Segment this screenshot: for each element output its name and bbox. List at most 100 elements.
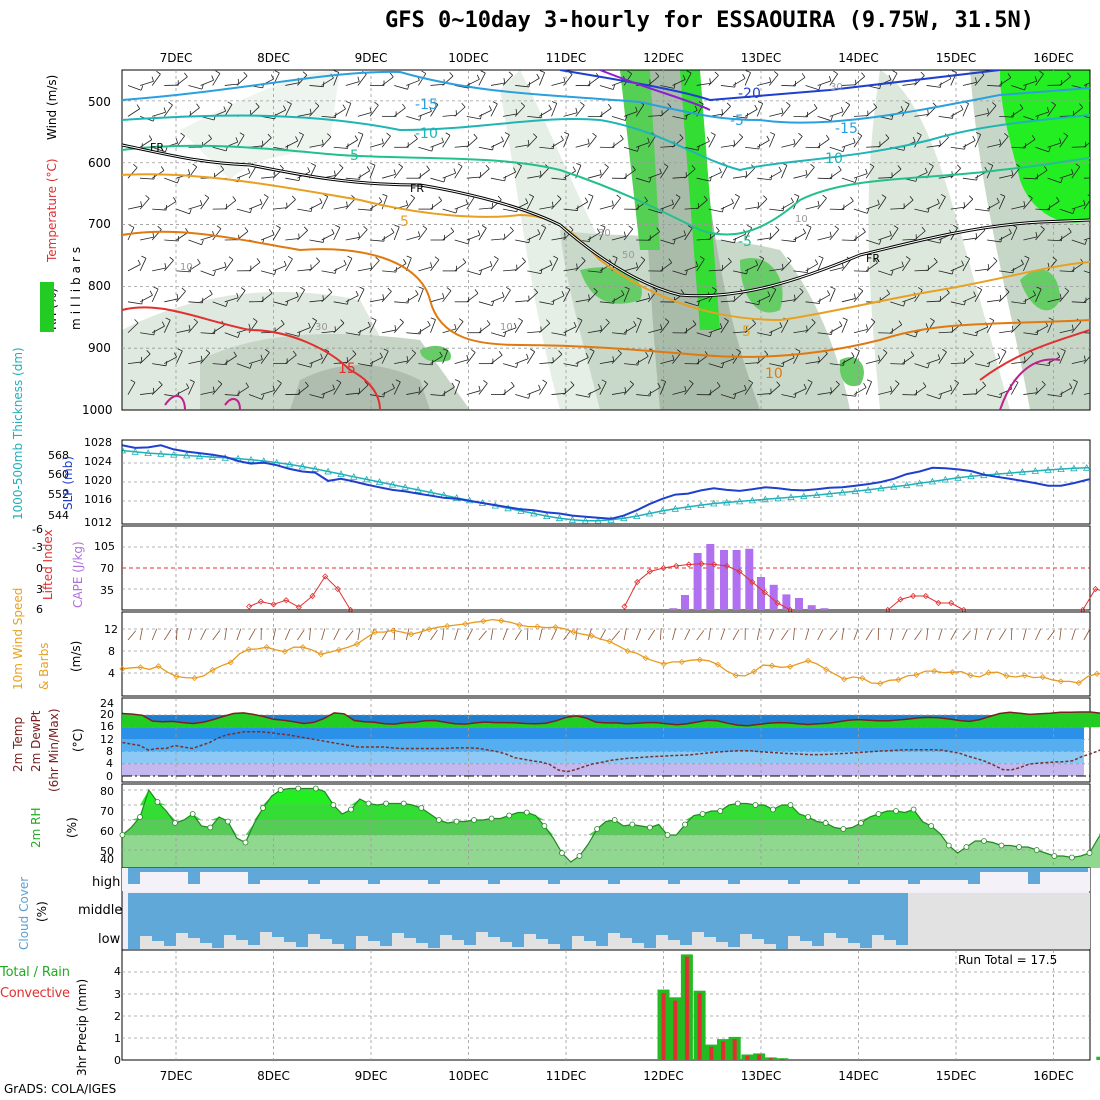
wind-barb-flag bbox=[237, 78, 240, 85]
wind-barb-flag bbox=[769, 77, 772, 83]
cloud-high-bar bbox=[848, 868, 860, 884]
wind-barb-flag bbox=[134, 319, 139, 324]
wind-barb bbox=[623, 288, 630, 302]
wind-barb-flag bbox=[366, 166, 371, 171]
wind-barb-flag bbox=[794, 294, 796, 300]
wind-barb bbox=[212, 73, 221, 86]
wind-barb-flag bbox=[331, 229, 335, 234]
rh-marker bbox=[858, 820, 864, 826]
wind-barb bbox=[587, 291, 598, 303]
cloud-high-bar bbox=[392, 868, 404, 880]
dewpoint-axis-label: 2m DewPt bbox=[29, 710, 43, 772]
wind-barb bbox=[442, 135, 451, 148]
date-label: 9DEC bbox=[355, 1069, 388, 1083]
cloud-high-bar bbox=[536, 868, 548, 880]
wind-barb bbox=[188, 360, 203, 365]
wind-barb bbox=[176, 387, 189, 395]
wind-barb-flag bbox=[364, 381, 369, 386]
wind-barb bbox=[769, 268, 784, 272]
wind-barb bbox=[1011, 361, 1026, 365]
date-label: 14DEC bbox=[838, 1069, 878, 1083]
wind-barb bbox=[732, 78, 746, 86]
wind-barb bbox=[345, 258, 353, 272]
wind-barb-flag bbox=[188, 324, 191, 330]
wind-barb-flag bbox=[225, 301, 228, 307]
wind-barb-flag bbox=[798, 132, 803, 137]
wind-barb bbox=[672, 390, 687, 395]
wind-barb-flag bbox=[953, 224, 958, 229]
thickness-marker bbox=[1005, 469, 1014, 476]
wind-barb bbox=[720, 300, 735, 303]
wind-barb-flag bbox=[1004, 133, 1009, 137]
wind-barb bbox=[357, 170, 370, 179]
wind-barb bbox=[382, 270, 397, 273]
wind-barb bbox=[309, 320, 318, 333]
wind-barb bbox=[684, 301, 699, 307]
cloud-high-bar bbox=[788, 868, 800, 884]
wind-barb bbox=[260, 390, 275, 395]
thickness-marker bbox=[903, 481, 911, 489]
wind-barb bbox=[394, 301, 409, 304]
wind-barb-flag bbox=[375, 256, 380, 261]
wind-barb bbox=[1035, 146, 1049, 153]
wind-barb bbox=[865, 321, 876, 333]
rh-marker bbox=[453, 818, 460, 825]
wind-barb-flag bbox=[635, 106, 638, 112]
wind-barb bbox=[587, 388, 601, 395]
cloud-high-bar bbox=[428, 868, 440, 884]
li-tick: -6 bbox=[32, 523, 43, 536]
wind-barb-flag bbox=[755, 260, 759, 266]
cloud-middle-bar bbox=[200, 893, 212, 943]
y-tick: 16 bbox=[100, 720, 114, 733]
cloud-middle-bar bbox=[440, 893, 452, 935]
date-label: 7DEC bbox=[160, 1069, 193, 1083]
wind-barb bbox=[418, 228, 428, 241]
wind-barb bbox=[466, 78, 480, 86]
wind-barb bbox=[357, 363, 372, 367]
wind-barb-flag bbox=[334, 326, 336, 332]
wind-barb-flag bbox=[617, 349, 622, 354]
wind-barb bbox=[539, 167, 550, 179]
wind-speed-marker bbox=[1039, 673, 1046, 681]
wind-barb bbox=[623, 384, 634, 395]
wind-barb-flag bbox=[489, 261, 493, 267]
wind-speed-marker bbox=[173, 673, 180, 680]
wind-barb-flag bbox=[878, 355, 881, 361]
wind-barb-flag bbox=[877, 199, 880, 205]
wind-barb bbox=[1059, 208, 1074, 215]
wind-barb bbox=[152, 325, 165, 334]
wind-barb-flag bbox=[1028, 194, 1033, 199]
wind-barb-flag bbox=[1041, 380, 1046, 385]
wind-barb bbox=[1059, 76, 1071, 86]
wind-barb-flag bbox=[842, 146, 846, 152]
rh-marker bbox=[875, 811, 882, 817]
rh-marker bbox=[734, 800, 741, 807]
wind-barb bbox=[1010, 167, 1021, 179]
wind-barb bbox=[611, 138, 624, 148]
rh-label: 30 bbox=[315, 322, 328, 333]
wind-barb bbox=[769, 170, 782, 179]
wind-barb bbox=[708, 385, 721, 395]
wind-barb bbox=[345, 392, 360, 395]
wind-barb-flag bbox=[628, 225, 633, 230]
wind-barb-flag bbox=[378, 197, 383, 202]
cloud-high-bar bbox=[1028, 868, 1040, 884]
rh-label: 10 bbox=[180, 262, 193, 273]
wind-barb bbox=[950, 301, 965, 306]
wind-barb bbox=[890, 168, 902, 179]
wind-barb bbox=[539, 108, 552, 117]
wind-barb-flag bbox=[1071, 168, 1074, 174]
thickness-marker bbox=[941, 475, 949, 483]
wind-barb bbox=[1071, 381, 1078, 395]
li-marker bbox=[270, 601, 277, 608]
wind-axis-label: 10m Wind Speed bbox=[11, 588, 25, 690]
wind-barb bbox=[418, 288, 424, 302]
wind-barb-flag bbox=[298, 331, 301, 337]
wind-barb-flag bbox=[164, 147, 168, 153]
wind-barb-flag bbox=[818, 255, 824, 259]
wind-barb-flag bbox=[687, 225, 693, 229]
wind-barb bbox=[514, 165, 522, 179]
wind-barb-flag bbox=[933, 257, 938, 263]
wind-barb bbox=[853, 328, 868, 334]
temperature-yaxis: 24 20 16 12 8 4 0 2m Temp 2m DewPt (6hr … bbox=[11, 697, 114, 792]
